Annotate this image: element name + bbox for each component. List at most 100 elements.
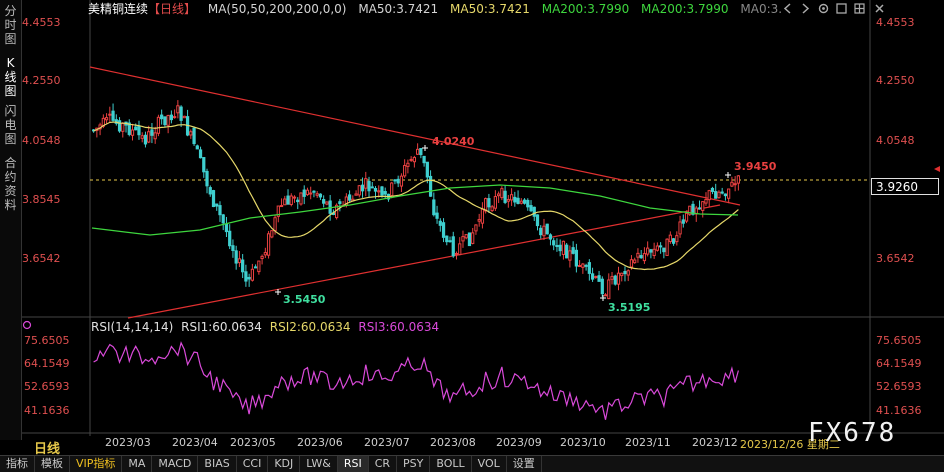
rsi-label-left: 64.1549 [24,357,70,370]
candle-body [173,116,177,119]
indicator-tab-kdj[interactable]: KDJ [268,456,301,472]
candle-body [169,114,173,121]
candle-body [448,240,452,243]
candle-body [675,235,679,243]
candle-body [584,264,588,267]
trendline-descending[interactable] [89,66,741,206]
annotation-high-1: 4.0240 [432,135,475,148]
tab-flash-chart[interactable]: 闪电图 [4,104,17,146]
candle-body [545,223,549,235]
candle-body [396,178,400,184]
candle-body [519,200,523,204]
candle-body [195,145,199,150]
candle-body [302,189,306,197]
indicator-tab-ma[interactable]: MA [122,456,153,472]
candle-body [639,255,643,259]
indicator-tab-cr[interactable]: CR [369,456,398,472]
zoom-icon[interactable] [834,1,849,16]
indicator-tab-vol[interactable]: VOL [472,456,507,472]
indicator-tab-boll[interactable]: BOLL [430,456,472,472]
candle-body [322,199,326,204]
settings-icon[interactable] [816,1,831,16]
indicator-tab-设置[interactable]: 设置 [507,456,542,472]
ma50-line [93,121,739,271]
ma-params[interactable]: MA(50,50,200,200,0,0) [207,2,347,16]
candle-body [487,198,491,208]
tab-contract-info[interactable]: 合约资料 [4,156,17,212]
indicator-tab-lw&[interactable]: LW& [300,456,338,472]
indicator-tab-指标[interactable]: 指标 [0,456,35,472]
indicator-tab-bar: 指标 模板 VIP指标 MA MACD BIAS CCI KDJ LW& RSI CR PSY BOLL… [0,455,944,472]
ma50-value-b: MA50:3.7421 [450,2,530,16]
candle-body [509,194,514,201]
candle-body [733,183,737,186]
tab-timeshare[interactable]: 分时图 [4,4,17,46]
candle-body [257,260,261,273]
candle-body [150,129,154,136]
candle-body [522,199,527,204]
candle-body [665,238,669,256]
candle-body [108,113,112,116]
candle-body [607,279,611,300]
candle-body [590,273,595,280]
left-arrow-icon[interactable] [780,1,795,16]
indicator-tab-bias[interactable]: BIAS [198,456,237,472]
candle-body [283,198,287,206]
candle-body [691,203,695,215]
indicator-tab-vip指标[interactable]: VIP指标 [70,456,123,472]
grid-icon[interactable] [852,1,867,16]
candle-body [461,236,465,242]
candle-body [587,262,591,274]
candle-body [659,245,663,248]
candle-body [474,224,478,232]
candle-body [237,258,242,264]
candle-body [367,180,371,192]
candle-body [373,187,378,192]
candle-body [623,270,627,275]
candle-body [532,206,536,217]
candle-body [160,114,164,120]
candle-body [503,190,507,203]
indicator-tab-macd[interactable]: MACD [152,456,199,472]
close-icon[interactable] [872,1,887,16]
price-label-left: 4.4553 [22,16,61,29]
candle-body [642,253,647,262]
candle-body [671,238,676,244]
price-label-left: 4.2550 [22,74,61,87]
candle-body [338,201,342,205]
rsi-label-left: 52.6593 [24,380,70,393]
candle-body [276,205,280,217]
candle-body [578,264,582,267]
candle-body [477,219,481,222]
indicator-tab-psy[interactable]: PSY [397,456,431,472]
indicator-tab-rsi[interactable]: RSI [337,456,369,472]
candle-body [244,271,248,282]
rsi-settings-icon[interactable] [21,320,33,330]
time-label: 2023/08 [430,436,476,449]
candle-body [127,122,131,135]
right-arrow-icon[interactable] [798,1,813,16]
candle-body [539,227,543,236]
candle-body [649,249,653,253]
indicator-tab-模板[interactable]: 模板 [35,456,70,472]
candle-body [247,276,251,280]
candle-body [568,250,572,261]
candle-body [111,110,115,121]
candle-body [701,201,705,211]
candle-body [292,196,297,199]
candle-body [471,232,475,244]
trendline-ascending[interactable] [127,204,721,319]
rsi-params[interactable]: RSI(14,14,14) [91,320,174,334]
candle-body [480,208,485,224]
candle-body [380,186,384,196]
candle-body [497,193,501,197]
annotation-low-2-marker [600,295,606,301]
current-price-readout: 3.9260 [871,178,939,195]
period-indicator[interactable]: 日线 [34,442,61,457]
indicator-tab-cci[interactable]: CCI [237,456,269,472]
candle-body [581,263,585,268]
candle-body [558,244,562,252]
